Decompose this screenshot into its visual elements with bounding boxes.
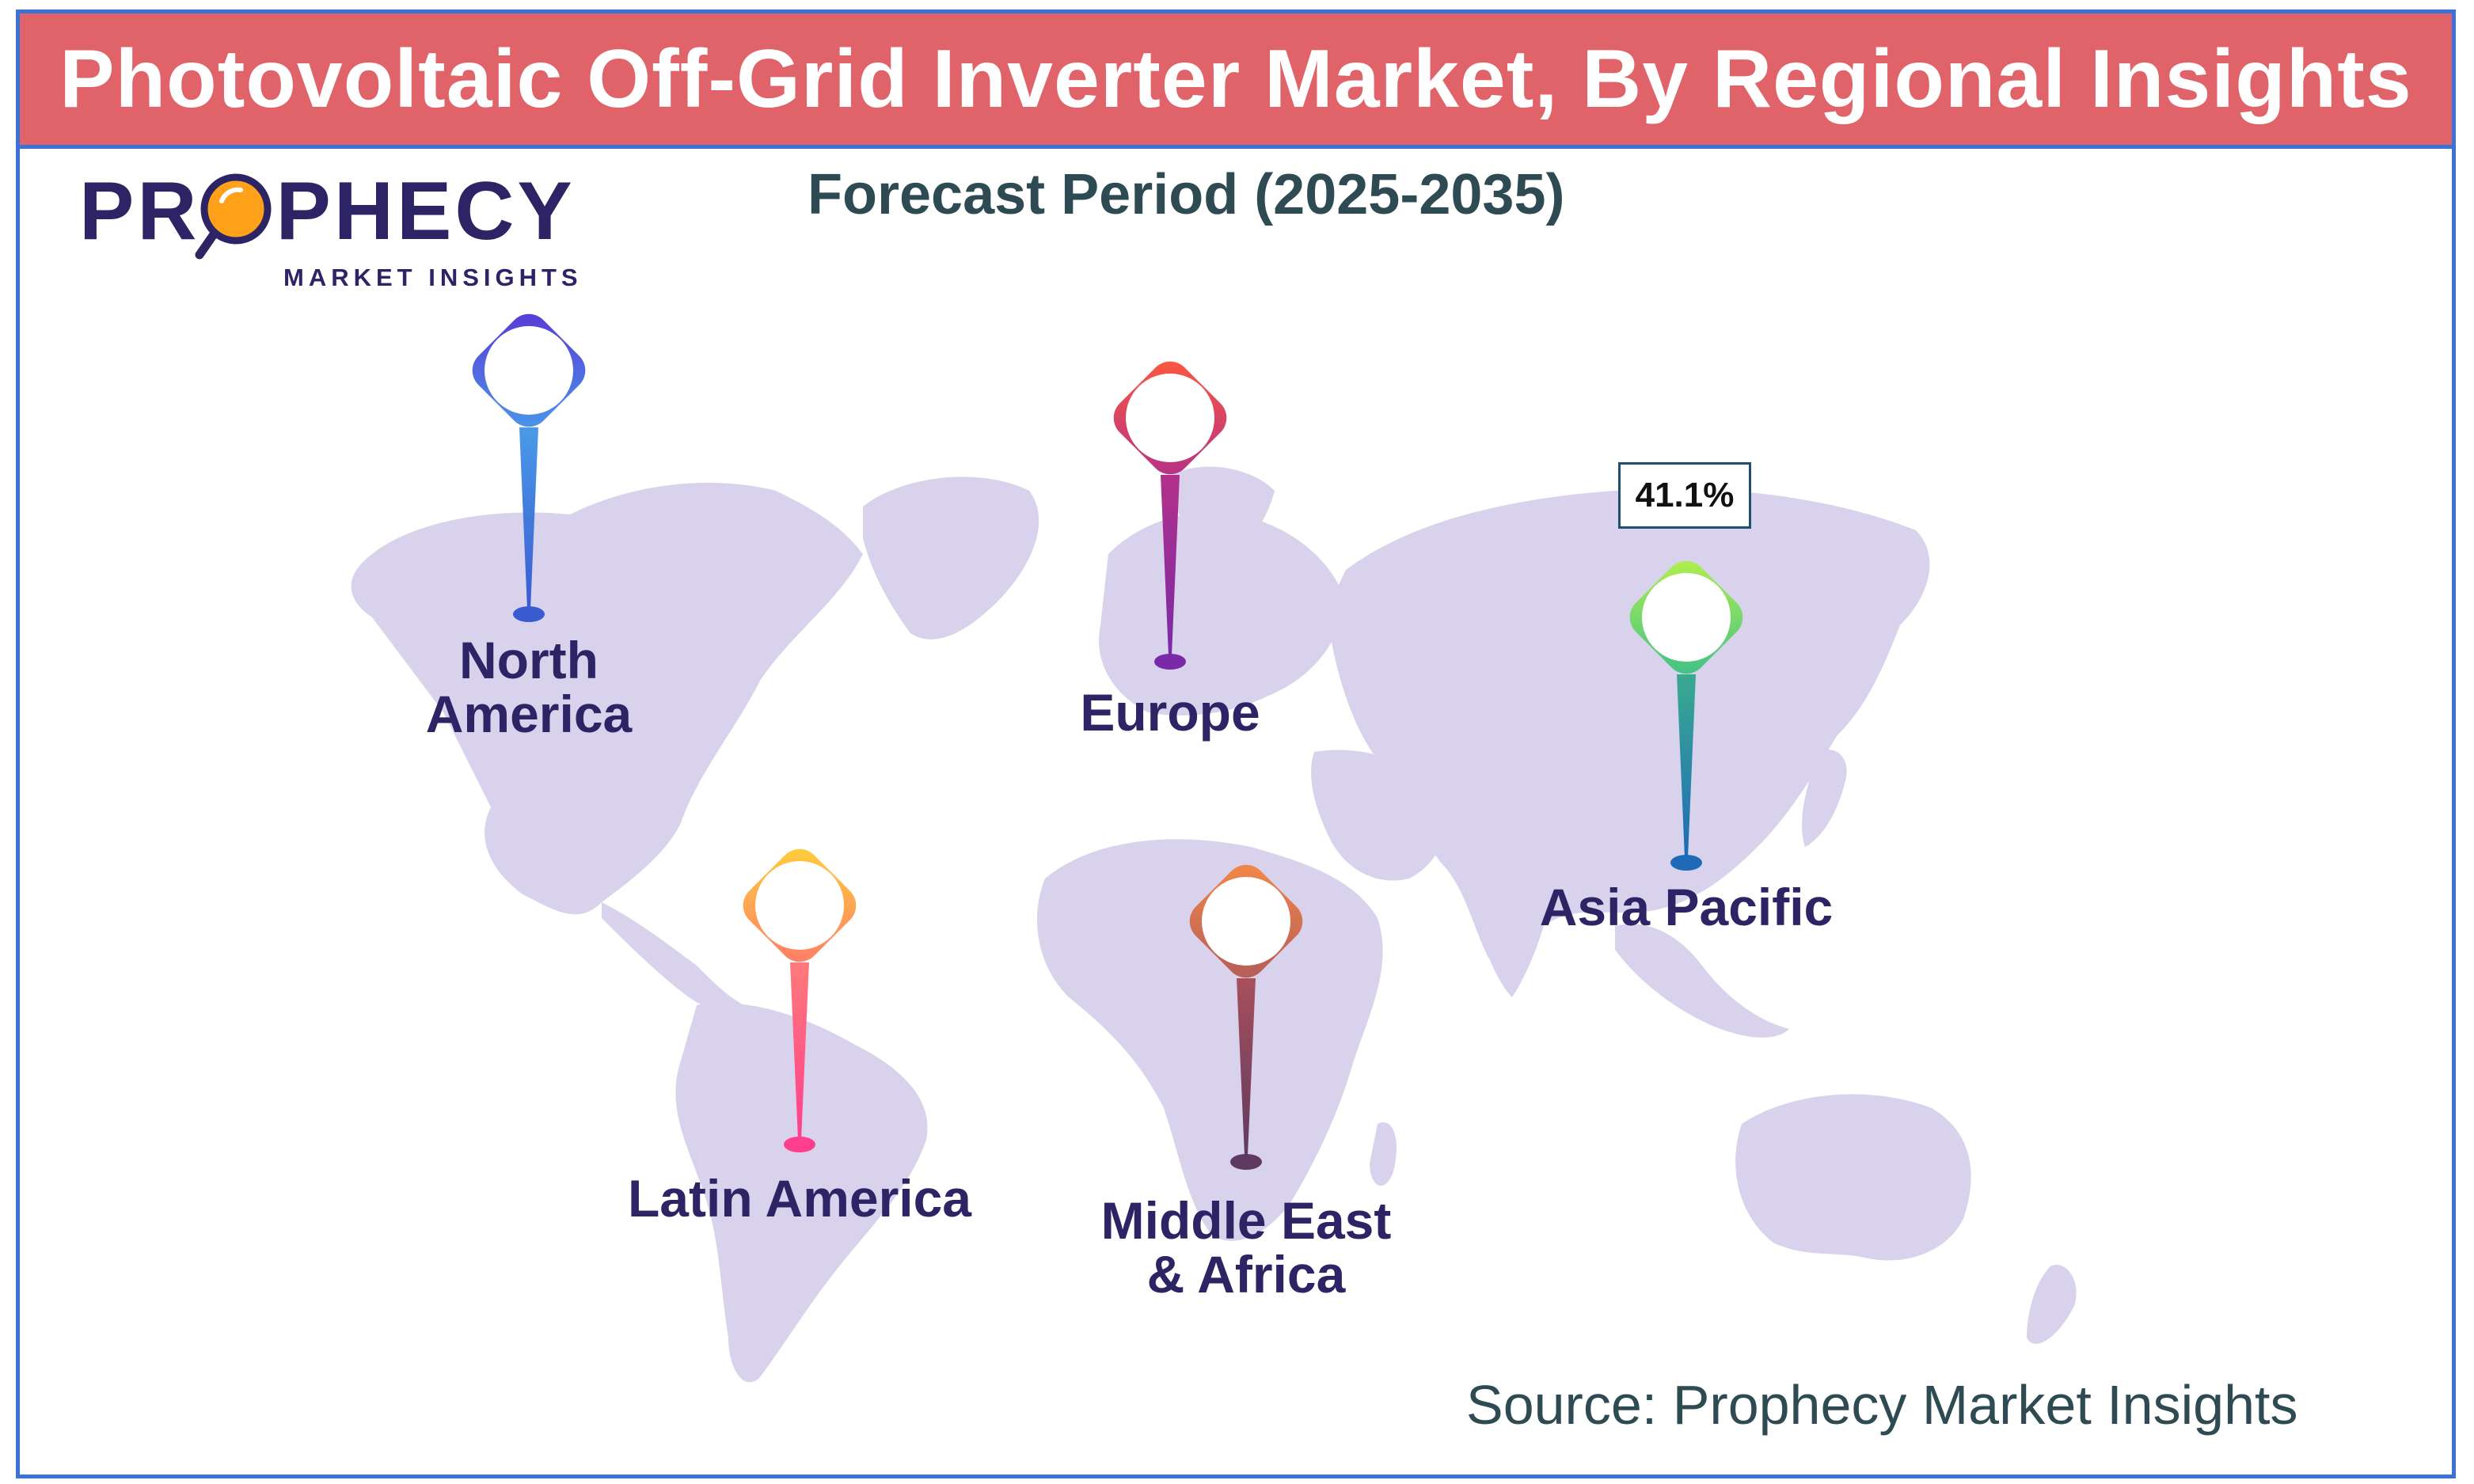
new-zealand-land [2027,1265,2077,1344]
pin-base [1154,654,1186,670]
pin-base [784,1137,815,1152]
scandinavia-land [1172,466,1275,570]
madagascar-land [1370,1122,1397,1186]
label-middle-east-africa: Middle East & Africa [1056,1194,1436,1301]
southeast-asia-land [1615,924,1789,1038]
label-latin-america: Latin America [602,1171,998,1225]
japan-land [1802,750,1847,847]
central-america-land [602,902,744,1014]
pin-stem [1237,978,1256,1156]
pin-circle [1202,877,1290,966]
label-line-1: North [459,631,599,689]
pin-north-america [472,313,586,622]
pin-circle [1642,573,1731,662]
pin-stem [1161,475,1180,655]
north-america-land [351,483,863,915]
pin-base [513,606,545,622]
continents [351,466,2077,1383]
australia-land [1735,1094,1971,1261]
pin-asia-pacific [1629,560,1743,871]
pin-middle-east-africa [1189,864,1303,1170]
asia-land [1330,488,1930,963]
pin-stem [790,962,809,1140]
label-europe: Europe [1051,685,1289,739]
label-line-1: Latin America [627,1169,972,1228]
label-line-2: America [425,685,633,743]
logo-prefix: PR [79,165,200,257]
pin-stem [519,427,538,609]
pin-stem [1677,674,1696,858]
page-title: Photovoltaic Off-Grid Inverter Market, B… [59,32,2412,125]
prophecy-logo: PR PHECY MARKET INSIGHTS [79,170,602,297]
source-credit: Source: Prophecy Market Insights [1466,1374,2298,1436]
pin-circle [1126,374,1214,462]
pin-base [1670,855,1702,871]
south-america-land [675,1003,928,1383]
label-line-1: Middle East [1100,1191,1392,1250]
label-line-2: & Africa [1146,1245,1346,1304]
pin-circle [755,861,844,950]
label-asia-pacific: Asia Pacific [1488,880,1884,934]
greenland-land [863,476,1039,640]
india-land [1473,852,1552,997]
pin-europe [1113,361,1227,670]
africa-land [1037,839,1383,1241]
pin-latin-america [743,848,857,1152]
forecast-subtitle: Forecast Period (2025-2035) [808,163,1565,226]
logo-wordmark: PR PHECY [79,170,576,260]
label-north-america: North America [410,633,648,741]
magnifier-o-icon [195,173,276,260]
label-line-1: Asia Pacific [1539,878,1834,936]
pin-circle [485,326,573,415]
asia-pacific-share-badge: 41.1% [1618,462,1751,529]
pin-base [1230,1154,1262,1170]
logo-tagline: MARKET INSIGHTS [283,264,583,291]
logo-suffix: PHECY [276,165,576,257]
label-line-1: Europe [1080,683,1260,742]
title-bar: Photovoltaic Off-Grid Inverter Market, B… [16,9,2456,149]
